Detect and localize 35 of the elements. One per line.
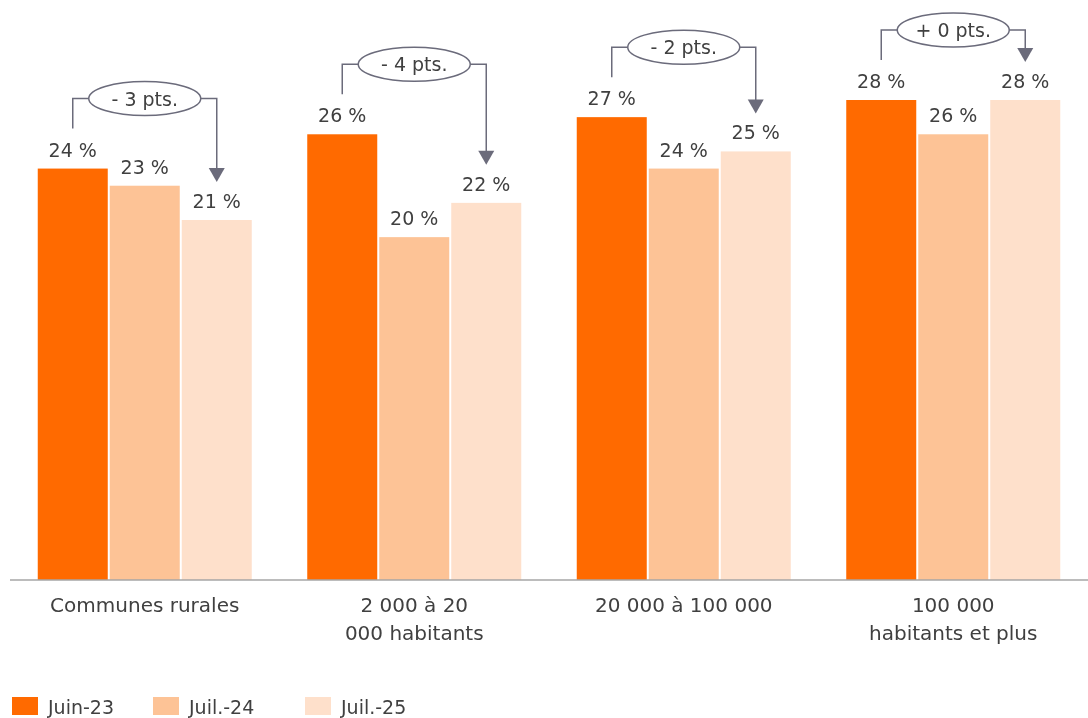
legend-label: Juin-23 [47,696,114,718]
data-label: 20 % [390,207,439,230]
bar [720,151,791,580]
text: - 2 pts. [650,36,717,59]
x-tick-label: 2 000 à 20 000 habitants [344,593,484,645]
data-label: 26 % [929,104,978,127]
bar [846,100,917,580]
x-tick-label: Communes rurales [50,593,240,617]
data-label: 27 % [587,87,636,110]
bar [37,168,108,580]
text: - 4 pts. [381,53,448,76]
bar [648,168,719,580]
bar [379,237,450,580]
bar [181,220,252,580]
data-label: 26 % [318,104,367,127]
bar [918,134,989,580]
data-label: 28 % [1001,70,1050,92]
legend-label: Juil.-24 [188,696,255,718]
bar [576,117,647,580]
bar [451,202,522,580]
data-label: 22 % [462,172,511,195]
data-label: 25 % [731,121,780,144]
x-tick-label: 20 000 à 100 000 [594,593,773,617]
x-tick-label: 100 000 habitants et plus [869,593,1038,645]
bar [307,134,378,580]
legend-label: Juil.-25 [340,696,407,718]
data-label: 28 % [857,70,906,92]
data-label: 21 % [192,190,241,212]
data-label: 24 % [48,138,97,161]
text: + 0 pts. [915,19,992,41]
data-label: 24 % [659,138,708,161]
bar [990,100,1061,580]
bar [109,185,180,580]
data-label: 23 % [120,155,169,178]
annotation: - 3 pts. [111,87,178,110]
